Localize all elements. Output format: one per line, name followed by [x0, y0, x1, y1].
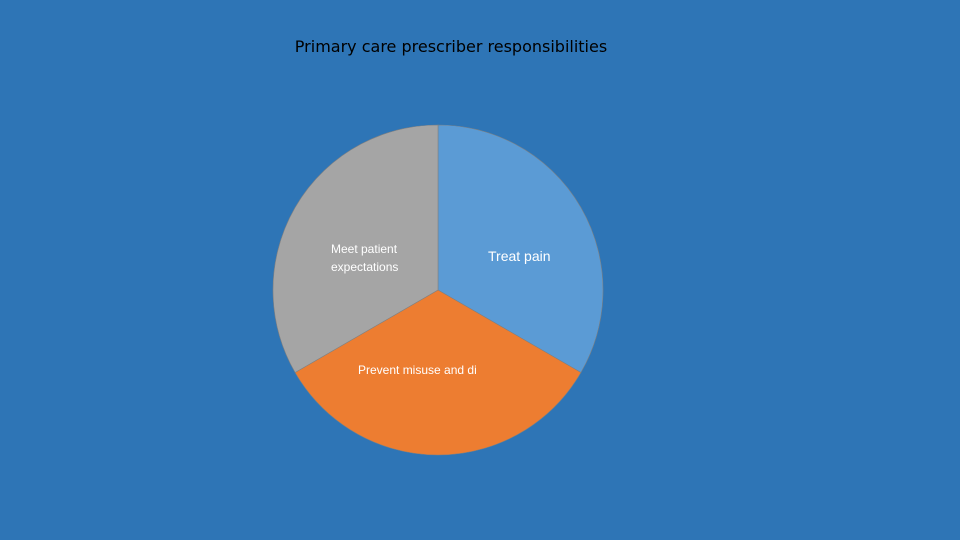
chart-title: Primary care prescriber responsibilities	[294, 37, 608, 56]
pie-slice-prevent-misuse-and-di	[294, 289, 582, 456]
slice-label: Treat pain	[488, 248, 551, 264]
pie-slice-meet-patient-expectations	[272, 124, 439, 373]
pie-slice-treat-pain	[437, 124, 604, 373]
slice-label: Meet patient expectations	[331, 242, 398, 274]
slice-label: Prevent misuse and di	[358, 363, 477, 377]
